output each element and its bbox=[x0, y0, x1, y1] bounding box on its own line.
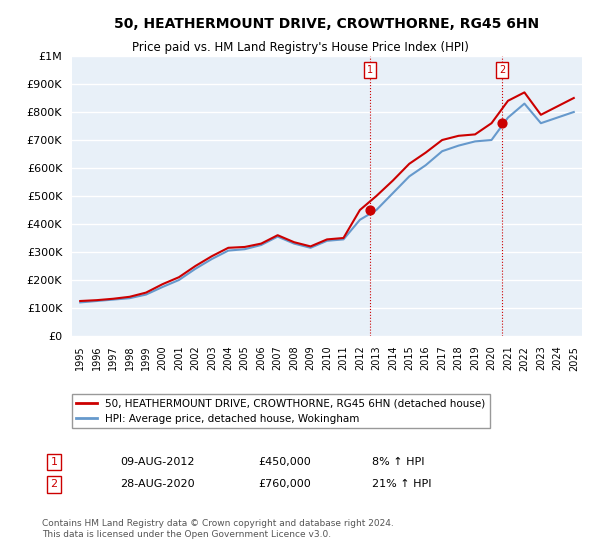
Text: 09-AUG-2012: 09-AUG-2012 bbox=[120, 457, 194, 467]
Text: Price paid vs. HM Land Registry's House Price Index (HPI): Price paid vs. HM Land Registry's House … bbox=[131, 41, 469, 54]
Text: £450,000: £450,000 bbox=[258, 457, 311, 467]
Text: 1: 1 bbox=[50, 457, 58, 467]
Text: 2: 2 bbox=[499, 65, 505, 75]
Point bbox=[365, 206, 375, 214]
Point bbox=[497, 119, 507, 128]
Text: 2: 2 bbox=[50, 479, 58, 489]
Title: 50, HEATHERMOUNT DRIVE, CROWTHORNE, RG45 6HN: 50, HEATHERMOUNT DRIVE, CROWTHORNE, RG45… bbox=[115, 17, 539, 31]
Text: £760,000: £760,000 bbox=[258, 479, 311, 489]
Text: Contains HM Land Registry data © Crown copyright and database right 2024.
This d: Contains HM Land Registry data © Crown c… bbox=[42, 520, 394, 539]
Text: 1: 1 bbox=[367, 65, 373, 75]
Text: 28-AUG-2020: 28-AUG-2020 bbox=[120, 479, 194, 489]
Text: 21% ↑ HPI: 21% ↑ HPI bbox=[372, 479, 431, 489]
Legend: 50, HEATHERMOUNT DRIVE, CROWTHORNE, RG45 6HN (detached house), HPI: Average pric: 50, HEATHERMOUNT DRIVE, CROWTHORNE, RG45… bbox=[72, 394, 490, 428]
Text: 8% ↑ HPI: 8% ↑ HPI bbox=[372, 457, 425, 467]
